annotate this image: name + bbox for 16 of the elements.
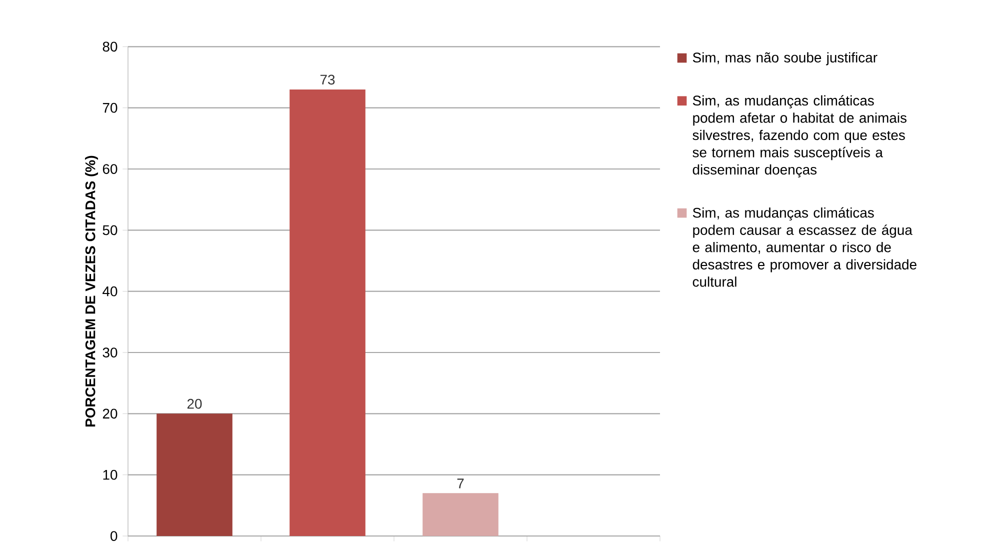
data-label: 7 bbox=[457, 478, 464, 488]
y-axis-title: PORCENTAGEM DE VEZES CITADAS (%) bbox=[85, 156, 98, 427]
y-tick-label: 70 bbox=[102, 102, 118, 113]
y-tick-label: 50 bbox=[102, 225, 118, 236]
legend-label: Sim, as mudanças climáticas podem causar a escassez de água e alimento, aumentar o risco de desastres e promover a diversidade cultural bbox=[692, 207, 916, 287]
legend-label: Sim, mas não soube justificar bbox=[692, 52, 878, 66]
y-tick-label: 80 bbox=[102, 42, 118, 52]
legend-label: Sim, as mudanças climáticas podem afetar o habitat de animais silvestres, fazendo com que estes se tornem mais susceptíveis a disseminar doenças bbox=[692, 95, 906, 178]
y-tick-label: 0 bbox=[110, 531, 118, 541]
y-tick-label: 10 bbox=[103, 470, 118, 480]
y-tick-label: 30 bbox=[102, 348, 118, 358]
y-tick-label: 20 bbox=[102, 408, 118, 419]
y-tick-label: 60 bbox=[102, 164, 118, 174]
y-tick-label: 40 bbox=[102, 286, 118, 296]
data-label: 20 bbox=[187, 398, 202, 409]
data-label: 73 bbox=[320, 74, 335, 85]
